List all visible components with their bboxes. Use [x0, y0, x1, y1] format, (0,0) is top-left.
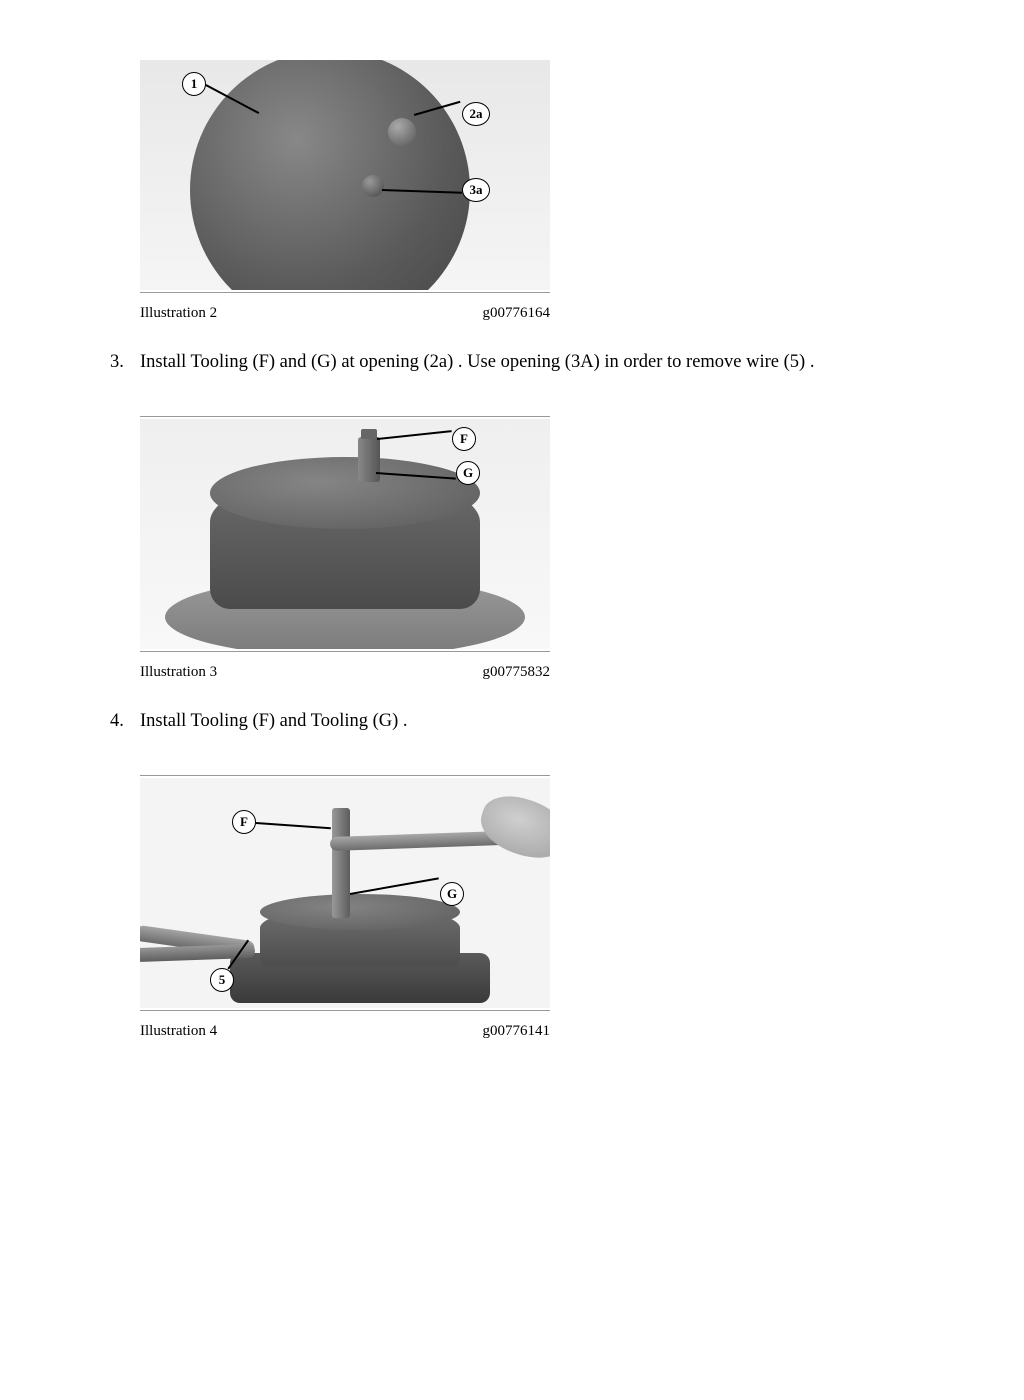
callout-g: G [456, 461, 480, 485]
callout-2a-label: 2a [462, 102, 490, 126]
tooling-top-shape [361, 429, 377, 439]
illustration-4-caption: Illustration 4 g00776141 [140, 1023, 550, 1040]
callout-5-label: 5 [210, 968, 234, 992]
illustration-3-caption: Illustration 3 g00775832 [140, 664, 550, 681]
illustration-2-image: 1 2a 3a [140, 60, 550, 290]
housing-shape [190, 60, 470, 290]
illustration-2-caption-label: Illustration 2 [140, 305, 217, 322]
plug-3a-shape [362, 175, 384, 197]
callout-f: F [452, 427, 476, 451]
hub-top-shape [260, 894, 460, 930]
callout-2a: 2a [462, 102, 490, 126]
illustration-3-image: F G [140, 419, 550, 649]
callout-g-line [350, 877, 439, 894]
callout-3a: 3a [462, 178, 490, 202]
illustration-3-caption-id: g00775832 [483, 664, 551, 681]
step-3-number: 3. [110, 350, 140, 376]
illustration-4-caption-id: g00776141 [483, 1023, 551, 1040]
hand-shape [474, 787, 550, 867]
illustration-3-divider [140, 651, 550, 652]
callout-f-line [256, 822, 331, 829]
step-4: 4. Install Tooling (F) and Tooling (G) . [110, 709, 944, 735]
illustration-4-divider [140, 1010, 550, 1011]
step-3-text: Install Tooling (F) and (G) at opening (… [140, 350, 944, 376]
illustration-2-caption: Illustration 2 g00776164 [140, 305, 550, 322]
callout-1-label: 1 [182, 72, 206, 96]
step-3: 3. Install Tooling (F) and (G) at openin… [110, 350, 944, 376]
step-4-text: Install Tooling (F) and Tooling (G) . [140, 709, 944, 735]
illustration-3-divider-top [140, 416, 550, 417]
callout-f-label: F [452, 427, 476, 451]
illustration-2-caption-id: g00776164 [483, 305, 551, 322]
tool-vertical-shape [332, 808, 350, 918]
tooling-body-shape [358, 437, 380, 482]
illustration-4-divider-top [140, 775, 550, 776]
illustration-3: F G Illustration 3 g00775832 [140, 416, 944, 681]
illustration-4-caption-label: Illustration 4 [140, 1023, 217, 1040]
callout-f-line [377, 430, 452, 439]
callout-3a-label: 3a [462, 178, 490, 202]
callout-f-label: F [232, 810, 256, 834]
callout-g-label: G [440, 882, 464, 906]
callout-g: G [440, 882, 464, 906]
illustration-2: 1 2a 3a Illustration 2 g00776164 [140, 60, 944, 322]
callout-5: 5 [210, 968, 234, 992]
drum-top-shape [210, 457, 480, 529]
illustration-2-divider [140, 292, 550, 293]
callout-1: 1 [182, 72, 206, 96]
illustration-4: F G 5 Illustration 4 g00776141 [140, 775, 944, 1040]
illustration-4-image: F G 5 [140, 778, 550, 1008]
callout-f: F [232, 810, 256, 834]
step-4-number: 4. [110, 709, 140, 735]
plug-2a-shape [388, 118, 416, 146]
callout-g-label: G [456, 461, 480, 485]
illustration-3-caption-label: Illustration 3 [140, 664, 217, 681]
